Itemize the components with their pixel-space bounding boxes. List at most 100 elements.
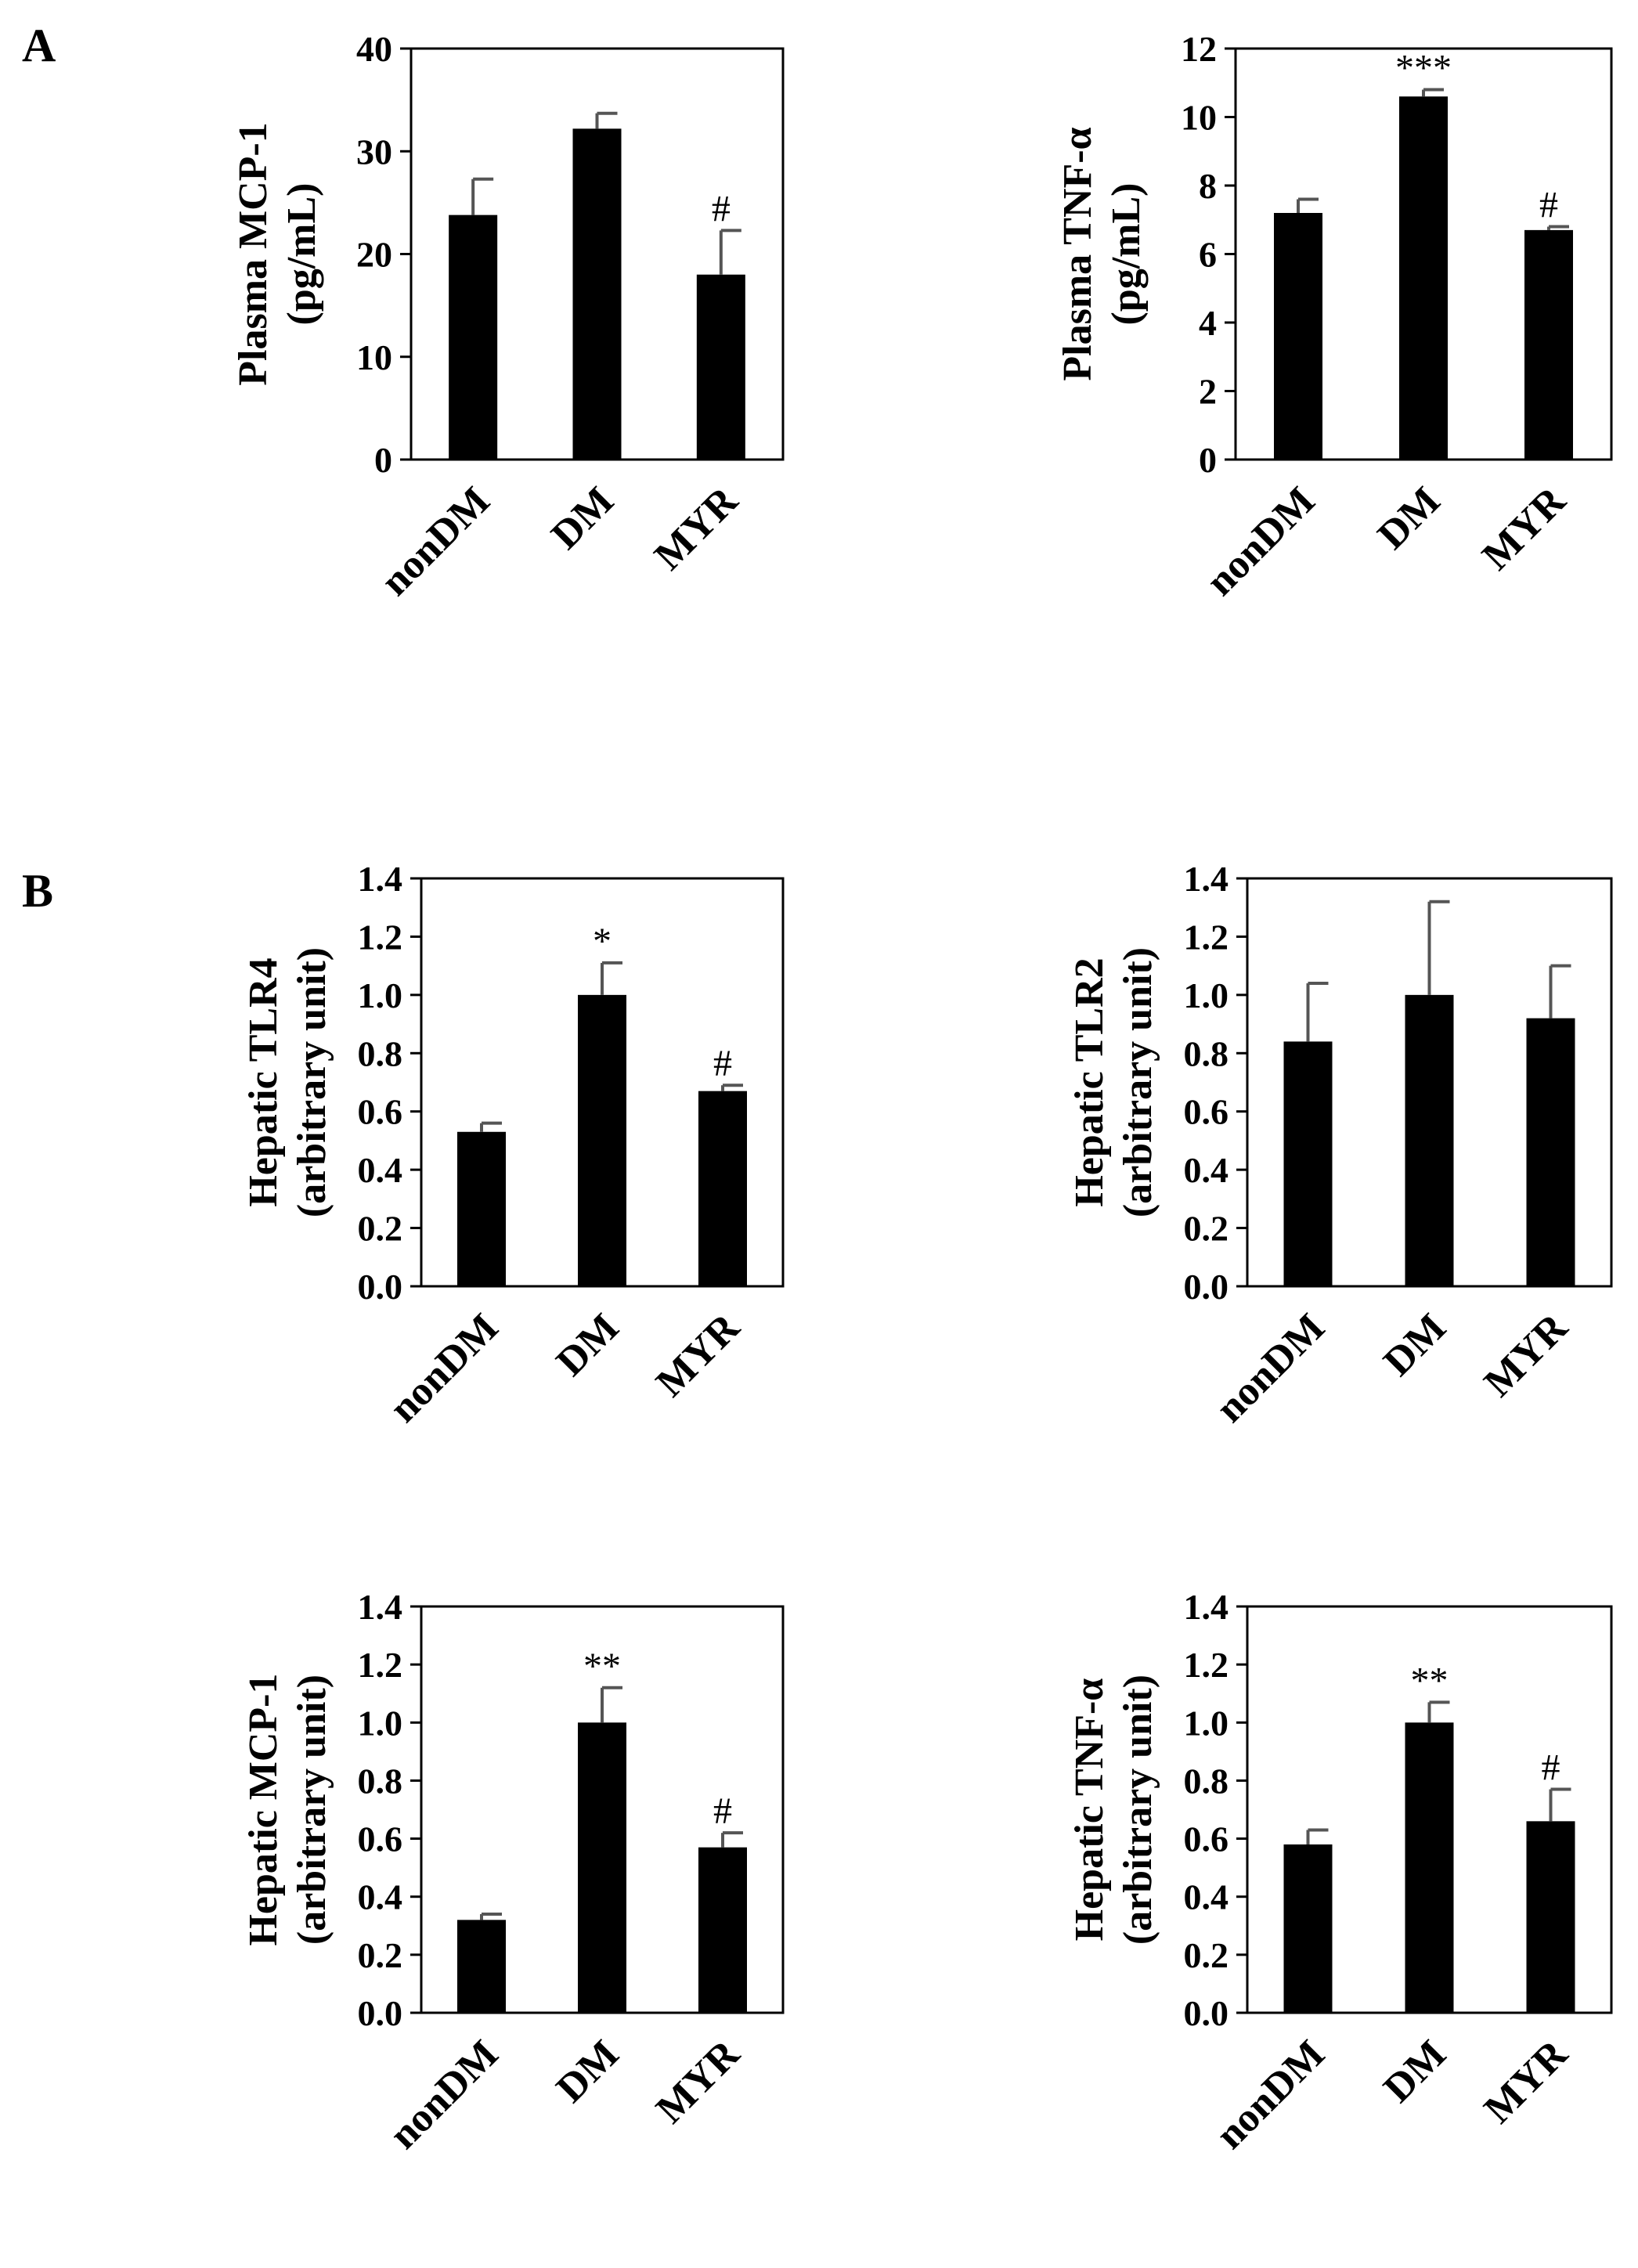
significance-label: ** (1411, 1660, 1449, 1701)
category-label: nonDM (373, 478, 499, 604)
y-tick-label: 0.8 (358, 1761, 403, 1801)
y-tick-label: 0.4 (358, 1877, 403, 1917)
bar-nonDM (1274, 213, 1322, 460)
y-tick-label: 0.8 (358, 1033, 403, 1073)
y-tick-label: 1.0 (358, 975, 403, 1015)
category-label: DM (548, 1305, 628, 1385)
y-tick-label: 0.4 (1184, 1150, 1229, 1190)
y-tick-label: 1.4 (1184, 859, 1229, 899)
category-label: MYR (646, 478, 747, 579)
bar-nonDM (1283, 1844, 1333, 2013)
y-axis-label: Hepatic TLR2 (1067, 957, 1112, 1206)
category-label: DM (1375, 1305, 1455, 1385)
y-tick-label: 10 (356, 337, 392, 377)
y-tick-label: 20 (356, 235, 392, 275)
y-tick-label: 6 (1199, 235, 1217, 275)
y-tick-label: 0.8 (1184, 1761, 1229, 1801)
category-label: nonDM (1198, 478, 1324, 604)
bar-MYR (1526, 1821, 1575, 2013)
bar-MYR (698, 1091, 747, 1286)
y-tick-label: 0 (1199, 440, 1217, 480)
category-label: nonDM (381, 2032, 507, 2158)
y-tick-label: 0.2 (1184, 1209, 1229, 1249)
y-tick-label: 8 (1199, 166, 1217, 206)
bar-MYR (1526, 1018, 1575, 1286)
significance-label: * (593, 921, 612, 962)
significance-label: # (713, 1043, 732, 1084)
significance-label: # (1539, 185, 1558, 226)
chart-3: 0.0 0.2 0.4 0.6 0.8 1.0 1.2 1.4 Hepatic TLR4 (arb… (241, 859, 785, 1431)
y-axis-label: Plasma MCP-1 (231, 122, 276, 385)
category-label: DM (543, 478, 622, 558)
bar-nonDM (449, 215, 498, 460)
y-axis-label: (arbitrary unit) (1116, 947, 1160, 1217)
panel-letter-b: B (22, 865, 53, 917)
category-label: MYR (1474, 478, 1575, 579)
y-tick-label: 0 (374, 440, 392, 480)
chart-6: 0.0 0.2 0.4 0.6 0.8 1.0 1.2 1.4 Hepatic TNF-α (ar… (1067, 1587, 1613, 2158)
category-label: DM (548, 2032, 628, 2111)
significance-label: # (1542, 1747, 1560, 1789)
bar-DM (572, 128, 622, 460)
y-tick-label: 0.6 (358, 1092, 403, 1132)
y-tick-label: 1.4 (358, 1587, 403, 1627)
bar-nonDM (457, 1131, 506, 1286)
y-tick-label: 1.0 (1184, 1703, 1229, 1743)
y-tick-label: 0.4 (358, 1150, 403, 1190)
y-tick-label: 0.6 (1184, 1819, 1229, 1859)
y-tick-label: 0.4 (1184, 1877, 1229, 1917)
y-axis-label: Hepatic TLR4 (241, 957, 286, 1206)
y-axis-label: Hepatic TNF-α (1067, 1678, 1112, 1942)
y-tick-label: 0.2 (358, 1209, 403, 1249)
y-tick-label: 2 (1199, 372, 1217, 412)
panel-letter-a: A (22, 20, 56, 71)
bar-DM (578, 994, 626, 1286)
y-tick-label: 4 (1199, 303, 1217, 343)
bar-nonDM (457, 1920, 506, 2013)
bar-MYR (1524, 229, 1573, 460)
chart-2: 0 2 4 6 8 10 12 Plasma TNF-α (pg/mL) nonDM *** DM # M… (1055, 29, 1613, 604)
y-tick-label: 0.6 (1184, 1092, 1229, 1132)
y-tick-label: 12 (1181, 29, 1217, 69)
category-label: nonDM (1207, 2032, 1333, 2158)
category-label: MYR (1476, 1304, 1577, 1405)
y-axis-label: Plasma TNF-α (1055, 127, 1100, 380)
y-tick-label: 30 (356, 132, 392, 171)
chart-1: 0 10 20 30 40 Plasma MCP-1 (pg/mL) nonDM DM # MYR (231, 29, 785, 604)
bar-MYR (696, 274, 745, 460)
bar-DM (1405, 1722, 1454, 2013)
bar-nonDM (1283, 1041, 1333, 1286)
bar-MYR (698, 1847, 747, 2013)
significance-label: *** (1395, 48, 1452, 89)
y-tick-label: 1.2 (358, 917, 403, 957)
y-tick-label: 0.8 (1184, 1033, 1229, 1073)
y-tick-label: 0.2 (358, 1935, 403, 1975)
y-tick-label: 10 (1181, 98, 1217, 138)
y-tick-label: 1.2 (358, 1645, 403, 1685)
category-label: MYR (648, 2031, 749, 2132)
y-tick-label: 0.0 (358, 1267, 403, 1307)
y-axis-label: (arbitrary unit) (290, 947, 334, 1217)
y-tick-label: 0.0 (1184, 1993, 1229, 2033)
significance-label: # (712, 188, 731, 229)
category-label: MYR (648, 1304, 749, 1405)
bar-DM (1399, 96, 1448, 460)
y-tick-label: 1.0 (1184, 975, 1229, 1015)
y-tick-label: 0.0 (358, 1993, 403, 2033)
y-tick-label: 40 (356, 29, 392, 69)
bar-DM (1405, 994, 1454, 1286)
y-tick-label: 1.4 (358, 859, 403, 899)
y-axis-label: (arbitrary unit) (290, 1675, 334, 1945)
y-tick-label: 0.0 (1184, 1267, 1229, 1307)
category-label: DM (1369, 478, 1449, 558)
y-tick-label: 0.2 (1184, 1935, 1229, 1975)
category-label: nonDM (381, 1305, 507, 1431)
chart-5: 0.0 0.2 0.4 0.6 0.8 1.0 1.2 1.4 Hepatic MCP-1 (ar… (241, 1587, 785, 2158)
y-tick-label: 0.6 (358, 1819, 403, 1859)
y-axis-label: Hepatic MCP-1 (241, 1673, 286, 1945)
y-tick-label: 1.4 (1184, 1587, 1229, 1627)
category-label: DM (1375, 2032, 1455, 2111)
bar-DM (578, 1722, 626, 2013)
